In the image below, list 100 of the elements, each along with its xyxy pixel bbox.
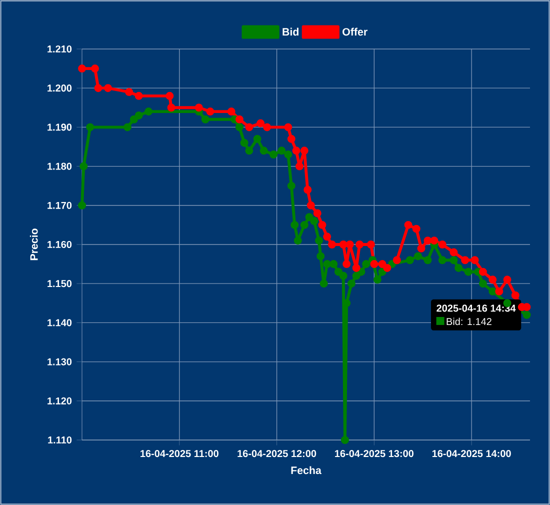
- point: [80, 162, 88, 170]
- point: [240, 138, 248, 147]
- point: [104, 84, 112, 92]
- y-tick-label: 1.140: [48, 319, 72, 326]
- x-tick-label: 16-04-2025 14:00: [432, 450, 511, 458]
- point: [450, 248, 458, 256]
- point: [245, 123, 254, 132]
- point: [392, 256, 401, 264]
- point: [478, 280, 487, 288]
- y-axis-title: Precio: [30, 228, 38, 260]
- point: [270, 150, 278, 159]
- point: [227, 108, 236, 116]
- y-tick-label: 1.120: [48, 397, 72, 404]
- point: [316, 252, 325, 260]
- point: [438, 256, 446, 264]
- point: [318, 220, 326, 229]
- point: [296, 162, 304, 170]
- point: [454, 264, 463, 272]
- point: [90, 64, 99, 73]
- point: [470, 256, 479, 264]
- point: [323, 260, 332, 268]
- point: [125, 88, 134, 96]
- point: [370, 260, 378, 268]
- point: [406, 256, 414, 264]
- y-tick-label: 1.210: [48, 45, 72, 53]
- y-tick-label: 1.200: [48, 84, 72, 92]
- point: [522, 310, 531, 319]
- point: [383, 264, 392, 272]
- point: [464, 268, 472, 276]
- y-tick-label: 1.190: [48, 124, 72, 131]
- point: [305, 213, 314, 222]
- point: [511, 291, 520, 300]
- point: [263, 123, 272, 132]
- point: [294, 236, 302, 245]
- point: [404, 220, 412, 229]
- point: [206, 108, 214, 116]
- point: [373, 276, 382, 284]
- point: [300, 220, 308, 229]
- point: [356, 240, 364, 248]
- point: [378, 268, 386, 276]
- point: [339, 240, 348, 248]
- point: [284, 123, 292, 132]
- point: [424, 236, 432, 245]
- point: [330, 260, 338, 268]
- point: [342, 260, 351, 268]
- point: [290, 220, 299, 229]
- point: [313, 209, 322, 218]
- point: [378, 260, 386, 268]
- point: [166, 92, 174, 100]
- point: [503, 276, 512, 284]
- point: [424, 256, 432, 264]
- point: [339, 272, 348, 280]
- x-tick-label: 16-04-2025 11:00: [140, 450, 218, 458]
- point: [461, 256, 470, 264]
- point: [235, 123, 244, 132]
- point: [256, 119, 265, 128]
- point: [334, 268, 342, 276]
- point: [245, 146, 254, 155]
- point: [352, 272, 360, 280]
- point: [86, 123, 94, 132]
- point: [414, 252, 422, 260]
- point: [438, 240, 446, 248]
- point: [292, 146, 300, 155]
- point: [235, 115, 244, 124]
- point: [417, 244, 426, 252]
- point: [78, 64, 86, 73]
- point: [134, 111, 143, 120]
- x-tick-label: 16-04-2025 13:00: [335, 450, 414, 458]
- point: [306, 201, 315, 210]
- annotation: Bid: 1.142: [446, 318, 492, 326]
- point: [352, 264, 360, 272]
- point: [328, 240, 336, 248]
- point: [284, 150, 292, 159]
- y-tick-label: 1.180: [48, 162, 72, 170]
- point: [194, 104, 203, 112]
- y-tick-label: 1.170: [48, 202, 72, 209]
- point: [201, 115, 210, 124]
- point: [362, 260, 370, 268]
- legend-label: Bid: [282, 28, 298, 36]
- x-tick-label: 16-04-2025 12:00: [238, 450, 316, 458]
- legend-label: Offer: [342, 28, 368, 36]
- x-axis-title: Fecha: [291, 466, 322, 474]
- point: [323, 232, 332, 241]
- y-tick-label: 1.150: [48, 280, 72, 288]
- point: [340, 436, 349, 444]
- point: [488, 276, 497, 284]
- point: [167, 104, 176, 112]
- point: [253, 134, 262, 143]
- point: [278, 146, 286, 155]
- y-tick-label: 1.160: [48, 240, 72, 248]
- point: [130, 115, 138, 124]
- point: [347, 280, 356, 288]
- point: [260, 146, 268, 155]
- point: [310, 217, 318, 226]
- point: [357, 268, 366, 276]
- point: [123, 123, 132, 132]
- point: [287, 182, 296, 190]
- point: [304, 186, 312, 194]
- point: [346, 240, 354, 248]
- point: [314, 236, 323, 245]
